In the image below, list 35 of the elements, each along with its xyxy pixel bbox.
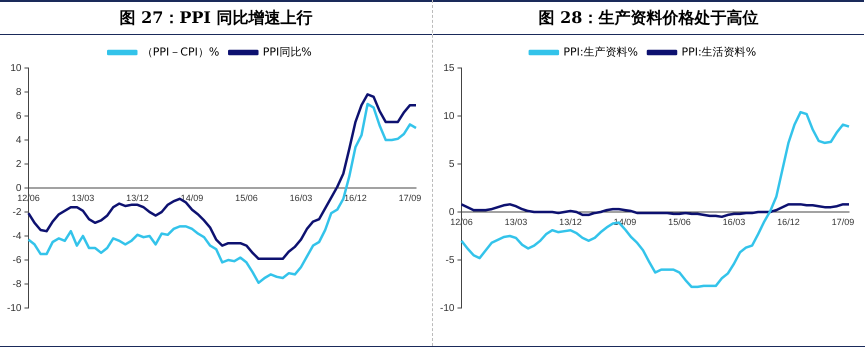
y-tick-label: 8 xyxy=(16,86,22,98)
y-tick-label: -8 xyxy=(12,278,22,290)
x-tick-label: 16/03 xyxy=(290,192,312,203)
y-tick-label: 10 xyxy=(10,62,22,74)
y-tick-label: 0 xyxy=(16,182,22,194)
y-tick-label: 15 xyxy=(443,62,455,74)
x-tick-label: 17/09 xyxy=(832,216,854,227)
x-tick-label: 16/12 xyxy=(344,192,367,203)
y-tick-label: 5 xyxy=(448,158,455,170)
y-tick-label: -6 xyxy=(12,254,22,266)
legend-label: PPI:生活资料% xyxy=(682,45,756,58)
y-tick-label: 0 xyxy=(448,206,455,218)
chart-title: 图 27：PPI 同比增速上行 xyxy=(0,0,432,35)
x-tick-label: 15/06 xyxy=(668,216,691,227)
legend-label: PPI:生产资料% xyxy=(563,45,638,58)
y-tick-label: -4 xyxy=(12,230,22,242)
y-tick-label: 2 xyxy=(16,158,22,170)
x-tick-label: 13/12 xyxy=(126,192,149,203)
y-tick-label: -10 xyxy=(7,302,22,314)
x-tick-label: 17/09 xyxy=(398,192,422,203)
chart-title: 图 28：生产资料价格处于高位 xyxy=(433,0,864,35)
x-tick-label: 13/03 xyxy=(72,192,94,203)
y-tick-label: 4 xyxy=(16,134,22,146)
y-tick-label: 6 xyxy=(16,110,22,122)
y-tick-label: -10 xyxy=(440,302,455,314)
y-tick-label: 10 xyxy=(443,110,455,122)
x-tick-label: 15/06 xyxy=(235,192,258,203)
x-tick-label: 13/12 xyxy=(559,216,582,227)
x-tick-label: 16/03 xyxy=(722,216,746,227)
y-tick-label: -2 xyxy=(12,206,22,218)
x-tick-label: 13/03 xyxy=(504,216,528,227)
legend-label: （PPI－CPI）% xyxy=(142,45,220,58)
legend-label: PPI同比% xyxy=(262,45,312,58)
y-tick-label: -5 xyxy=(446,254,455,266)
x-tick-label: 16/12 xyxy=(777,216,800,227)
